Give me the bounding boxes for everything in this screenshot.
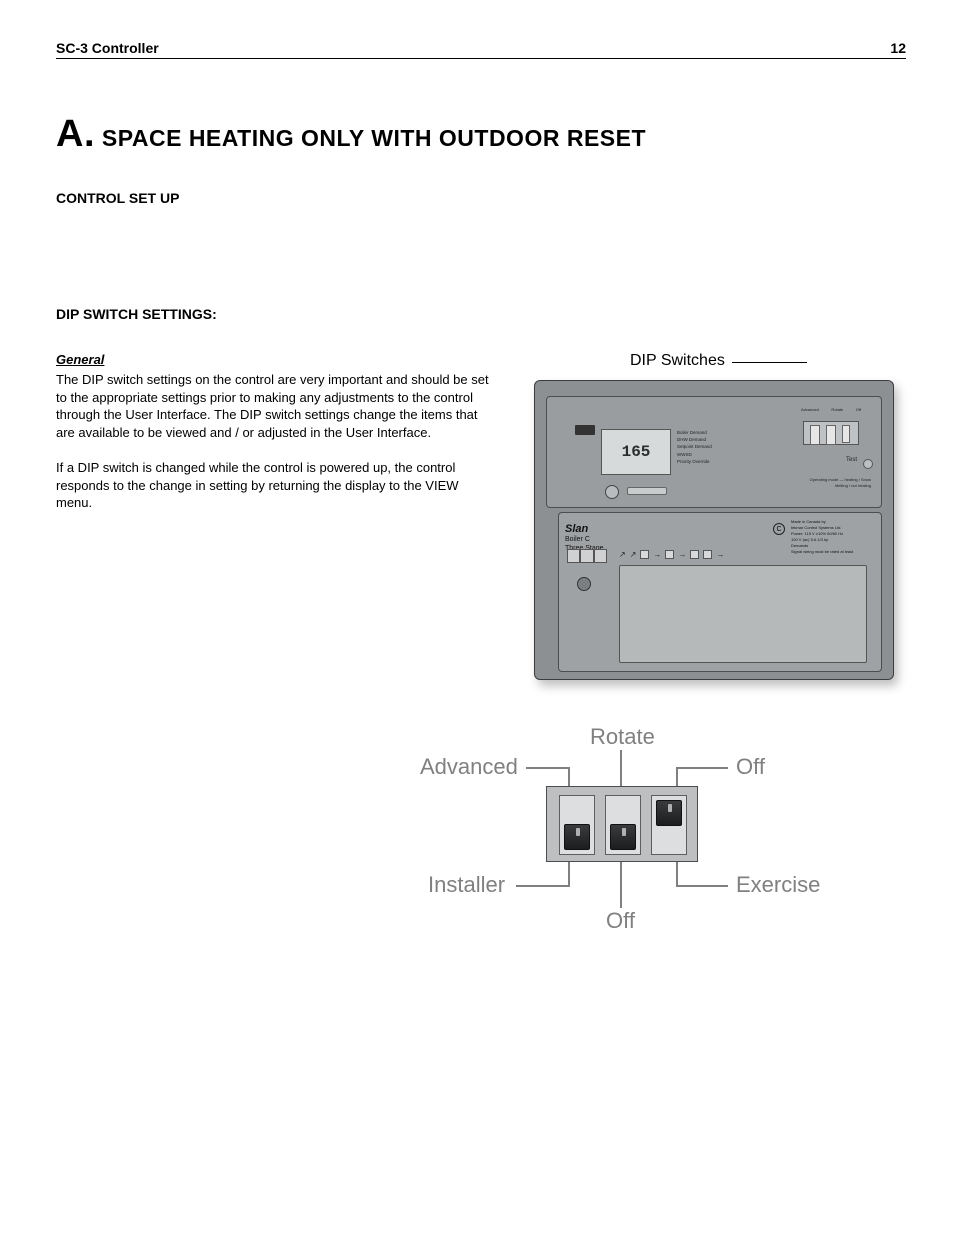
section-text: SPACE HEATING ONLY WITH OUTDOOR RESET xyxy=(102,125,646,151)
dip-slot-2 xyxy=(605,795,641,855)
dip-knob-icon xyxy=(656,800,682,826)
dip-switch-block xyxy=(546,786,698,862)
dip-slot-3 xyxy=(651,795,687,855)
callout-leader xyxy=(732,362,807,363)
label-exercise: Exercise xyxy=(736,872,820,898)
section-title: A. SPACE HEATING ONLY WITH OUTDOOR RESET xyxy=(56,113,906,156)
general-subheading: General xyxy=(56,352,496,367)
paragraph-1: The DIP switch settings on the control a… xyxy=(56,371,496,441)
label-advanced: Advanced xyxy=(420,754,518,780)
dip-switches-callout: DIP Switches xyxy=(630,352,725,370)
leader-line xyxy=(568,858,570,887)
label-off-right: Off xyxy=(736,754,765,780)
page-header: SC-3 Controller 12 xyxy=(56,40,906,59)
lcd-legend: Boiler Demand DHW Demand Setpoint Demand… xyxy=(677,429,735,467)
lcd-display: 165 xyxy=(601,429,671,475)
leader-line xyxy=(620,750,622,790)
dip-switch-heading: DIP SWITCH SETTINGS: xyxy=(56,306,906,322)
screw-icon xyxy=(577,577,591,591)
small-panel xyxy=(575,425,595,435)
dip-detail-diagram: Rotate Advanced Off Installer Exercise O… xyxy=(396,724,816,944)
controller-device: 165 Boiler Demand DHW Demand Setpoint De… xyxy=(534,380,894,680)
dip-knob-icon xyxy=(564,824,590,850)
left-terminal-strip xyxy=(567,549,607,563)
controller-illustration: DIP Switches 165 Boiler Demand DHW Deman… xyxy=(514,352,906,680)
csa-mark-icon: C xyxy=(773,523,785,535)
test-button-icon xyxy=(863,459,873,469)
leader-line xyxy=(676,885,728,887)
dial-icon xyxy=(605,485,619,499)
controller-front-panel: Slan Boiler C Three Stage C Made in Cana… xyxy=(558,512,882,672)
terminal-strip: ↗↗ → → → xyxy=(619,547,867,559)
test-label: Test xyxy=(846,457,857,463)
status-tiny-text: Operating mode — heating / Snow Melting … xyxy=(801,477,871,488)
wiring-cover xyxy=(619,565,867,663)
header-title: SC-3 Controller xyxy=(56,40,159,56)
paragraph-2: If a DIP switch is changed while the con… xyxy=(56,459,496,512)
dip-slot-1 xyxy=(559,795,595,855)
label-rotate: Rotate xyxy=(590,724,655,750)
button-row-icon xyxy=(627,487,667,495)
dip-top-tiny-labels: Advanced Rotate Off xyxy=(801,407,861,412)
dip-bank-icon xyxy=(803,421,859,445)
dip-knob-icon xyxy=(610,824,636,850)
leader-line xyxy=(516,885,570,887)
label-off-bottom: Off xyxy=(606,908,635,934)
leader-line xyxy=(676,858,678,887)
label-installer: Installer xyxy=(428,872,505,898)
controller-top-panel: 165 Boiler Demand DHW Demand Setpoint De… xyxy=(546,396,882,508)
brand-name: Slan xyxy=(565,523,604,536)
leader-line xyxy=(676,767,728,769)
leader-line xyxy=(526,767,570,769)
leader-line xyxy=(620,858,622,908)
control-setup-heading: CONTROL SET UP xyxy=(56,190,906,206)
section-prefix: A. xyxy=(56,113,95,155)
page-number: 12 xyxy=(890,40,906,56)
